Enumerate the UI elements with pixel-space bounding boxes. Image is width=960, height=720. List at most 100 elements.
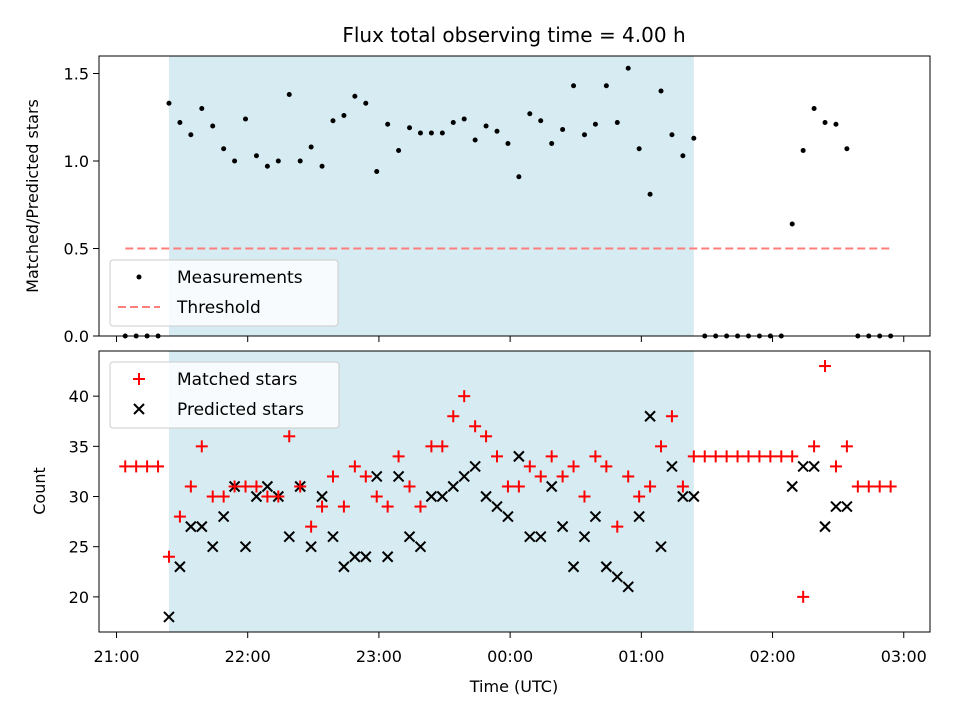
predicted-marker-stroke (666, 460, 678, 473)
predicted-marker-stroke (185, 520, 197, 533)
predicted-star-point (535, 530, 547, 543)
matched-star-point (119, 460, 132, 473)
matched-star-point (283, 430, 296, 443)
predicted-marker-stroke (841, 500, 853, 513)
predicted-star-point (480, 490, 492, 503)
measurement-point (450, 120, 456, 125)
matched-star-point (195, 440, 208, 453)
bottom-y-axis-label: Count (30, 467, 49, 515)
predicted-star-point (316, 490, 328, 503)
matched-star-point (698, 450, 711, 463)
predicted-marker-stroke (469, 460, 481, 473)
matched-star-point (753, 450, 766, 463)
measurement-point (243, 116, 249, 122)
measurement-point (636, 146, 642, 152)
predicted-marker-stroke (567, 561, 580, 573)
predicted-star-point (371, 470, 383, 483)
matched-star-point (534, 470, 547, 483)
predicted-marker-stroke (513, 450, 525, 463)
measurement-point (221, 146, 227, 152)
matched-star-point (808, 440, 821, 453)
measurement-point (428, 130, 434, 136)
predicted-marker-stroke (392, 470, 405, 483)
measurement-point (680, 153, 686, 159)
matched-star-point (523, 460, 536, 473)
top-legend-box (109, 259, 339, 327)
predicted-star-point (524, 530, 536, 543)
measurement-points (122, 65, 894, 339)
matched-star-point (162, 550, 175, 563)
bottom-y-tick-label: 30 (69, 488, 89, 507)
legend-matched-label: Matched stars (177, 370, 297, 390)
matched-star-point (403, 480, 416, 493)
predicted-marker-stroke (600, 561, 613, 573)
measurement-point (800, 148, 806, 153)
matched-star-point (655, 440, 668, 453)
measurement-point (253, 153, 259, 159)
matched-star-point (316, 500, 329, 513)
predicted-star-point (174, 561, 186, 573)
matched-star-point (611, 520, 624, 533)
matched-star-point (261, 490, 274, 503)
matched-star-point (676, 480, 689, 493)
matched-star-point (786, 450, 799, 463)
measurement-point (844, 146, 850, 152)
bottom-x-tick-label: 21:00 (93, 647, 139, 666)
matched-star-point (501, 480, 514, 493)
predicted-marker-stroke (458, 470, 470, 483)
predicted-star-point (414, 540, 427, 553)
measurement-point (614, 120, 620, 125)
predicted-star-point (644, 410, 656, 422)
measurement-point (330, 118, 336, 124)
matched-star-point (359, 470, 372, 483)
matched-star-point (250, 480, 263, 493)
predicted-marker-stroke (261, 480, 274, 493)
legend-threshold-label: Threshold (176, 298, 261, 318)
measurement-point (483, 123, 489, 129)
top-y-tick-label: 1.0 (64, 152, 89, 171)
predicted-star-point (688, 490, 700, 503)
top-chart-title: Flux total observing time = 4.00 h (342, 23, 685, 47)
measurement-point (286, 92, 292, 97)
predicted-marker-stroke (174, 561, 186, 573)
predicted-marker-stroke (349, 551, 361, 563)
matched-star-point (600, 460, 613, 473)
matched-star-point (687, 450, 700, 463)
measurement-point (603, 83, 609, 89)
matched-star-point (294, 480, 307, 493)
measurement-point (658, 88, 664, 94)
measurement-point (319, 163, 325, 169)
matched-star-point (141, 460, 154, 473)
predicted-star-point (207, 540, 219, 553)
predicted-marker-stroke (480, 490, 492, 503)
predicted-star-point (556, 520, 569, 533)
predicted-star-point (283, 530, 295, 543)
predicted-marker-stroke (447, 480, 459, 493)
predicted-marker-stroke (381, 551, 394, 563)
matched-star-point (414, 500, 427, 513)
bottom-legend-box (109, 361, 340, 429)
matched-star-point (512, 480, 525, 493)
predicted-marker-stroke (283, 530, 295, 543)
matched-star-point (370, 490, 383, 503)
legend-measurements-label: Measurements (177, 268, 303, 288)
predicted-marker-stroke (830, 500, 842, 513)
top-y-tick-label: 1.5 (64, 65, 89, 84)
predicted-star-point (261, 480, 274, 493)
predicted-star-point (392, 470, 405, 483)
predicted-marker-stroke (305, 540, 317, 553)
measurement-point (297, 158, 303, 164)
predicted-star-point (381, 551, 394, 563)
matched-star-point (381, 500, 394, 513)
bottom-x-tick-label: 01:00 (618, 647, 664, 666)
matched-star-point (228, 480, 241, 493)
measurement-point (385, 121, 391, 127)
bottom-y-tick-label: 40 (69, 387, 89, 406)
predicted-star-point (163, 611, 175, 623)
matched-star-point (567, 460, 580, 473)
predicted-star-point (600, 561, 613, 573)
matched-star-point (337, 500, 350, 513)
predicted-star-point (841, 500, 853, 513)
matched-star-point (851, 480, 864, 493)
